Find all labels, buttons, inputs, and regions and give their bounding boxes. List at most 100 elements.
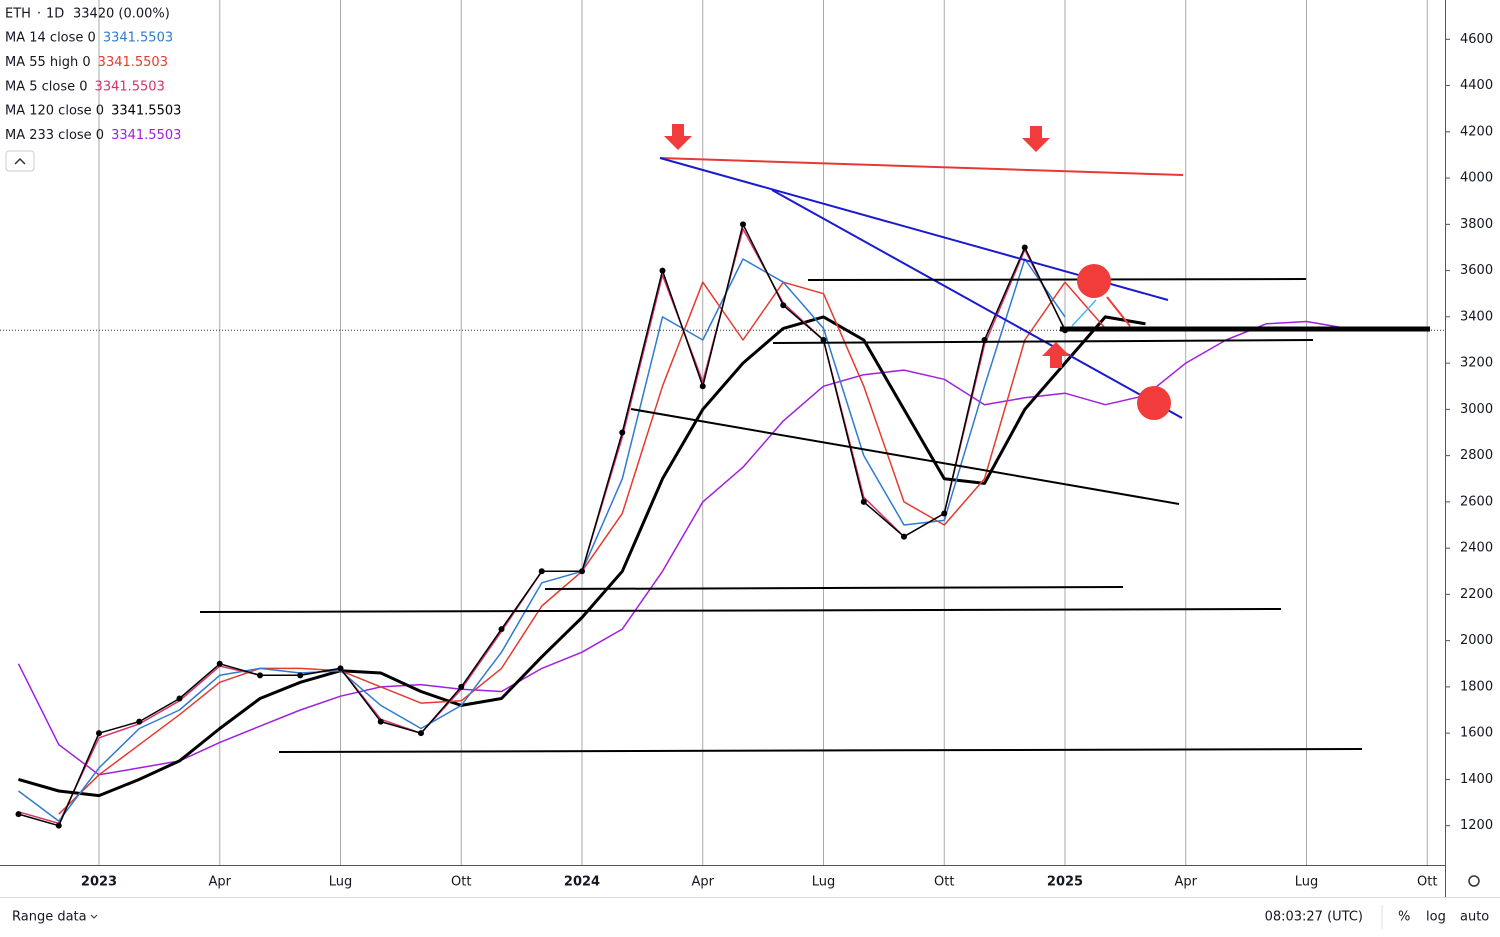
price-point: [55, 822, 62, 829]
collapse-icon: [14, 157, 26, 165]
price-point: [901, 533, 907, 540]
axes: 1200 1400 1600 1800 2000 2200 2400 2600 2800 3000…: [81, 32, 1493, 890]
y-tick-label: 1200: [1460, 818, 1493, 833]
y-tick-label: 3800: [1460, 217, 1493, 232]
price-point: [619, 429, 626, 436]
price-point: [297, 672, 304, 679]
arrow-line: [1106, 296, 1131, 327]
up-arrow: [1042, 342, 1070, 368]
trend-line: [659, 157, 1184, 176]
y-tick-label: 4600: [1460, 32, 1493, 47]
legend-value: 3341.5503: [111, 128, 181, 143]
settings-gear[interactable]: [1468, 875, 1480, 887]
y-tick-label: 2800: [1460, 448, 1493, 463]
marker-circle: [1077, 264, 1111, 298]
y-tick-label: 4400: [1460, 78, 1493, 93]
series-line: [18, 258, 1066, 822]
x-tick-label: Apr: [1175, 875, 1198, 890]
price-point: [15, 811, 22, 818]
trend-line: [771, 189, 1183, 419]
legend-label: MA 55 high 0: [5, 55, 91, 70]
price-point: [579, 568, 585, 575]
price-point: [337, 665, 344, 672]
price-point: [216, 660, 223, 667]
y-tick-label: 1800: [1460, 679, 1493, 694]
y-tick-label: 1400: [1460, 772, 1493, 787]
x-tick-label: Ott: [451, 875, 471, 890]
y-tick-label: 1600: [1460, 726, 1493, 741]
legend-label: MA 233 close 0: [5, 128, 104, 143]
price-point: [941, 510, 948, 517]
marker-circle: [1137, 386, 1171, 420]
level-line: [807, 278, 1307, 281]
drawings: [199, 124, 1430, 753]
legend-value: 3341.5503: [95, 79, 165, 94]
arrow-line: [1071, 299, 1097, 327]
y-tick-label: 2600: [1460, 494, 1493, 509]
grid: [98, 0, 1428, 865]
legend-value: 3341.5503: [111, 104, 181, 119]
trend-line: [630, 408, 1180, 505]
x-tick-label: Lug: [812, 875, 836, 890]
legend-label: MA 14 close 0: [5, 31, 96, 46]
price-point: [538, 568, 545, 575]
symbol: ETH: [5, 7, 31, 22]
price-point: [176, 695, 183, 702]
y-tick-label: 3600: [1460, 263, 1493, 278]
price-point: [96, 730, 102, 737]
series-layer: [0, 221, 1445, 829]
clock: 08:03:27 (UTC): [1265, 910, 1363, 925]
series-line: [18, 315, 1146, 798]
separator: ·: [37, 7, 41, 22]
percent-toggle[interactable]: %: [1398, 910, 1410, 925]
price-point: [136, 718, 143, 725]
legend: ETH · 1D 3342 0 (0.00%) MA 14 close 0 334…: [5, 7, 181, 172]
price-point: [699, 383, 706, 390]
price-point: [820, 336, 827, 343]
price-point: [257, 672, 263, 679]
log-toggle[interactable]: log: [1426, 910, 1446, 925]
range-caret: [90, 914, 98, 919]
y-tick-label: 3000: [1460, 402, 1493, 417]
price-point: [418, 730, 424, 737]
price-point: [659, 267, 666, 274]
down-arrow: [1022, 126, 1050, 152]
x-tick-label: 2023: [81, 875, 117, 890]
y-tick-label: 4200: [1460, 124, 1493, 139]
price-point: [377, 718, 384, 725]
price-point: [740, 221, 746, 228]
y-tick-label: 2400: [1460, 541, 1493, 556]
legend-label: MA 5 close 0: [5, 79, 88, 94]
change: 0 (0.00%): [106, 7, 170, 22]
x-tick-label: Lug: [1295, 875, 1319, 890]
y-tick-label: 2000: [1460, 633, 1493, 648]
down-arrow: [664, 124, 692, 150]
price-point: [1021, 244, 1028, 251]
level-line: [772, 339, 1314, 344]
legend-value: 3341.5503: [98, 55, 168, 70]
range-button[interactable]: Range data: [12, 910, 87, 925]
settings-icon[interactable]: [1468, 875, 1480, 887]
x-tick-label: Ott: [1417, 875, 1437, 890]
price-point: [780, 302, 787, 309]
price-point: [458, 683, 465, 690]
last-price: 3342: [73, 7, 106, 22]
level-line: [199, 608, 1282, 613]
interval: 1D: [46, 7, 64, 22]
legend-value: 3341.5503: [103, 31, 173, 46]
price-point: [498, 626, 505, 633]
x-tick-label: Apr: [692, 875, 715, 890]
x-tick-label: 2025: [1047, 875, 1083, 890]
price-point: [860, 498, 867, 505]
x-tick-label: Lug: [329, 875, 353, 890]
y-tick-label: 4000: [1460, 171, 1493, 186]
x-tick-label: 2024: [564, 875, 600, 890]
collapse-button[interactable]: [5, 150, 35, 172]
y-tick-label: 3400: [1460, 309, 1493, 324]
level-line: [278, 748, 1363, 753]
series-line: [17, 320, 1347, 776]
x-tick-label: Apr: [209, 875, 232, 890]
auto-toggle[interactable]: auto: [1460, 910, 1489, 925]
